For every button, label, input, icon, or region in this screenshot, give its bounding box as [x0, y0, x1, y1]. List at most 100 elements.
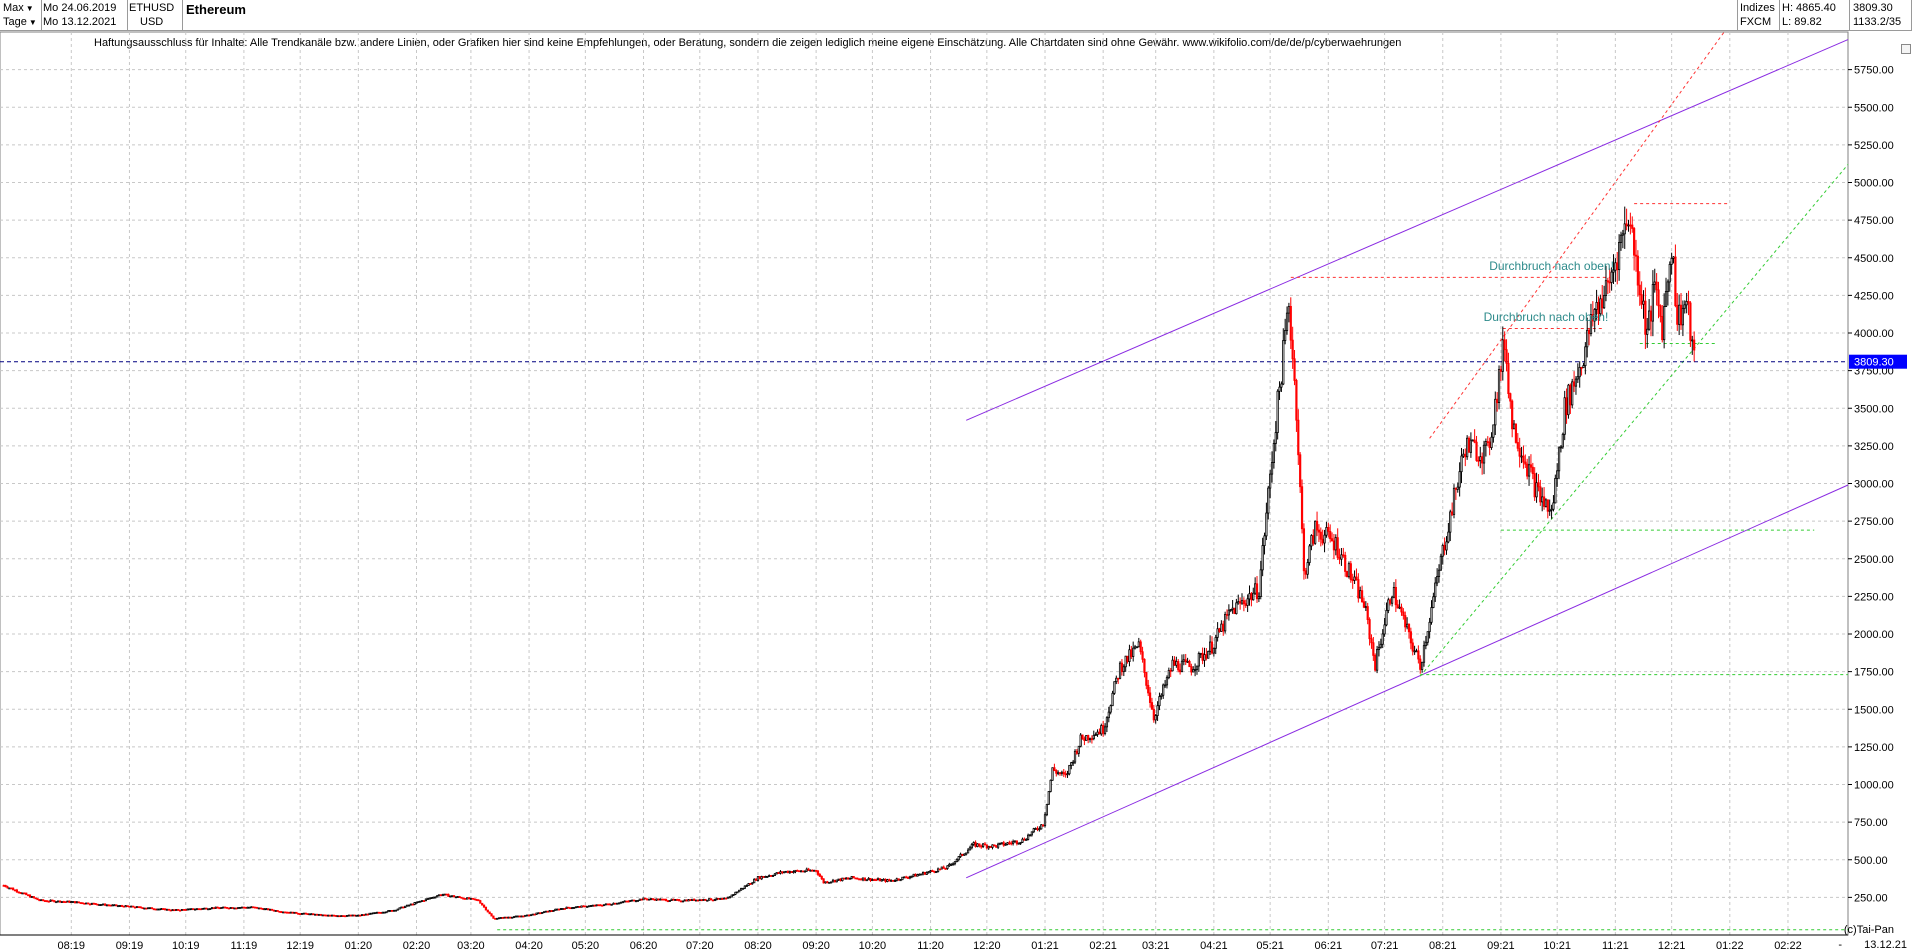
period-dropdown[interactable]: Tage ▼: [3, 16, 37, 28]
candle-body: [529, 914, 533, 917]
candle-body: [895, 878, 898, 881]
candle-body: [1244, 603, 1247, 606]
candle-body: [439, 894, 442, 897]
candle-body: [850, 875, 853, 879]
candle-body: [254, 906, 257, 909]
scroll-label[interactable]: -: [1838, 939, 1842, 951]
candle-body: [300, 913, 304, 915]
candle-body: [998, 842, 1002, 845]
y-tick-label: 5750.00: [1854, 65, 1894, 77]
candle-body: [139, 906, 142, 909]
candle-body: [284, 911, 287, 914]
candle-body: [263, 908, 266, 911]
candle-body: [132, 905, 135, 908]
x-tick-label: 03:20: [457, 940, 485, 952]
candle-body: [27, 894, 30, 897]
candle-body: [873, 879, 876, 881]
annotation-label: Durchbruch nach oben!: [1489, 259, 1614, 273]
candle-body: [929, 870, 932, 873]
candle-body: [604, 903, 608, 906]
candle-body: [845, 877, 848, 880]
candle-body: [291, 911, 294, 914]
candle-body: [1571, 381, 1574, 406]
candle-body: [295, 911, 298, 914]
candle-body: [852, 875, 855, 879]
candle-body: [1090, 738, 1094, 741]
candle-body: [432, 896, 435, 899]
candle-body: [1679, 304, 1683, 326]
x-tick-label: 12:20: [973, 940, 1001, 952]
y-tick-label: 2000.00: [1854, 629, 1894, 641]
candle-body: [1088, 738, 1092, 741]
x-tick-label: 08:20: [744, 940, 772, 952]
candle-body: [539, 912, 542, 915]
candle-body: [897, 878, 900, 881]
candle-body: [1552, 502, 1555, 510]
candle-body: [1334, 537, 1337, 551]
candle-body: [1505, 349, 1508, 364]
candle-body: [1096, 731, 1099, 735]
candle-body: [717, 897, 720, 900]
x-tick-label: 07:21: [1371, 940, 1399, 952]
candle-body: [1147, 684, 1150, 694]
candle-body: [1466, 437, 1469, 458]
candle-body: [1143, 658, 1146, 673]
candle-body: [1340, 554, 1343, 560]
candle-body: [672, 898, 675, 901]
candle-body: [1203, 654, 1206, 661]
candle-body: [910, 875, 913, 878]
candle-body: [73, 901, 77, 904]
x-tick-label: 09:19: [116, 940, 144, 952]
candle-body: [306, 913, 309, 916]
candle-body: [1154, 715, 1157, 721]
candle-body: [150, 907, 154, 910]
candle-body: [713, 899, 716, 902]
candle-body: [66, 900, 69, 903]
candle-body: [514, 915, 518, 918]
range-dropdown[interactable]: Max ▼: [3, 2, 34, 14]
candle-body: [447, 893, 450, 897]
candle-body: [1199, 652, 1202, 655]
candle-body: [741, 887, 745, 890]
candle-body: [951, 863, 955, 866]
candle-body: [578, 906, 581, 908]
candle-body: [75, 901, 79, 904]
candle-body: [147, 907, 150, 910]
candle-body: [1254, 583, 1257, 594]
candle-body: [494, 917, 497, 920]
candle-body: [1344, 554, 1347, 572]
candle-body: [991, 844, 994, 848]
candle-body: [205, 907, 208, 910]
candle-body: [803, 870, 806, 873]
candle-body: [79, 902, 82, 904]
candle-body: [233, 907, 236, 910]
candle-body: [1661, 315, 1664, 341]
candle-body: [745, 885, 748, 887]
candle-body: [32, 896, 35, 899]
x-tick-label: 04:20: [515, 940, 543, 952]
candle-body: [983, 843, 987, 846]
candle-body: [1477, 460, 1480, 462]
candle-body: [404, 905, 407, 909]
candle-body: [332, 914, 336, 917]
candle-body: [165, 908, 169, 911]
candle-body: [634, 900, 638, 903]
x-tick-label: 02:20: [403, 940, 431, 952]
scroll-handle[interactable]: [1901, 44, 1911, 54]
candle-body: [1484, 441, 1488, 446]
candle-body: [45, 900, 49, 903]
candle-body: [43, 900, 47, 902]
candle-body: [1171, 659, 1174, 672]
candle-body: [649, 898, 653, 901]
candle-body: [1691, 339, 1694, 342]
candle-body: [1120, 662, 1124, 673]
candle-body: [1638, 284, 1641, 296]
candle-body: [1653, 281, 1656, 285]
candle-body: [1182, 659, 1185, 662]
candle-body: [184, 909, 187, 911]
candle-body: [1098, 731, 1101, 735]
candle-body: [1362, 601, 1366, 608]
candle-body: [563, 908, 566, 910]
candle-body: [648, 898, 651, 901]
